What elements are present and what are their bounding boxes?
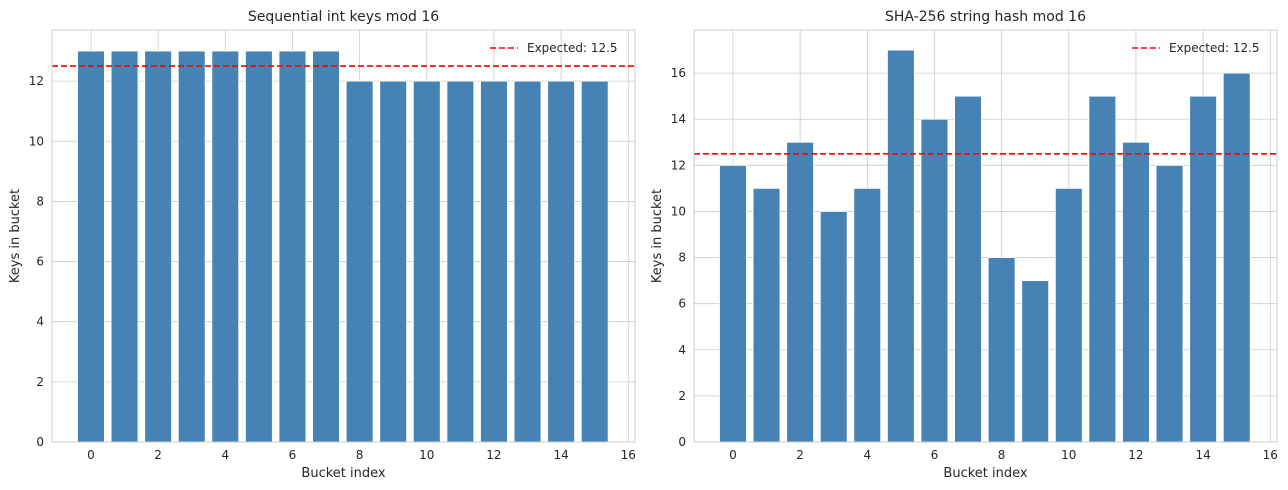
y-tick-label: 16	[671, 66, 686, 80]
y-tick-label: 2	[36, 375, 44, 389]
x-axis-label: Bucket index	[301, 466, 385, 481]
bar	[752, 187, 781, 443]
bar	[819, 211, 848, 443]
x-tick-label: 0	[729, 448, 737, 462]
bar	[278, 50, 307, 443]
bar	[1189, 95, 1217, 443]
legend-label: Expected: 12.5	[527, 41, 618, 55]
y-tick-label: 0	[678, 435, 686, 449]
bar	[379, 80, 408, 443]
axes-frame	[51, 29, 636, 443]
x-tick-label: 14	[553, 448, 568, 462]
bar	[480, 80, 508, 443]
bar	[211, 50, 240, 443]
bar	[1021, 280, 1050, 443]
y-tick-label: 4	[678, 343, 686, 357]
bar	[446, 80, 475, 443]
bar	[1122, 141, 1150, 443]
x-tick-label: 8	[356, 448, 364, 462]
y-tick-label: 2	[678, 389, 686, 403]
y-tick-label: 10	[671, 204, 686, 218]
x-tick-label: 10	[419, 448, 434, 462]
x-tick-label: 8	[998, 448, 1006, 462]
bar	[853, 187, 882, 443]
bar	[110, 50, 139, 443]
y-tick-label: 14	[671, 112, 686, 126]
x-tick-label: 16	[1263, 448, 1278, 462]
bar	[786, 141, 814, 443]
y-tick-label: 8	[36, 194, 44, 208]
y-axis-label: Keys in bucket	[8, 189, 23, 283]
x-tick-label: 0	[87, 448, 95, 462]
axes-frame	[693, 29, 1278, 443]
y-tick-label: 12	[671, 158, 686, 172]
legend-label: Expected: 12.5	[1169, 41, 1260, 55]
y-tick-label: 12	[29, 74, 44, 88]
bar	[177, 50, 206, 443]
bar	[920, 118, 949, 443]
bar	[887, 49, 915, 443]
x-tick-label: 2	[796, 448, 804, 462]
subplot-0: 0 2 4 6 8 10 12 14 16 0 2 4 6 8 10 12 Sequential int key…	[8, 9, 636, 481]
y-tick-label: 0	[36, 435, 44, 449]
x-tick-label: 6	[931, 448, 939, 462]
x-tick-label: 6	[289, 448, 297, 462]
y-tick-label: 8	[678, 251, 686, 265]
bar	[1222, 72, 1251, 443]
bar	[245, 50, 273, 443]
y-tick-label: 10	[29, 134, 44, 148]
bar	[954, 95, 982, 443]
bar	[144, 50, 172, 443]
x-tick-label: 16	[621, 448, 636, 462]
bar	[312, 50, 340, 443]
subplot-1: 0 2 4 6 8 10 12 14 16 0 2 4 6 8 10 12 14 16 SHA-256 string…	[650, 9, 1278, 481]
bar	[513, 80, 542, 443]
bar	[412, 80, 441, 443]
bar	[77, 50, 105, 443]
chart-title: Sequential int keys mod 16	[248, 9, 439, 25]
chart-title: SHA-256 string hash mod 16	[885, 9, 1086, 25]
y-tick-label: 6	[678, 297, 686, 311]
y-axis-label: Keys in bucket	[650, 189, 665, 283]
bar	[1054, 187, 1083, 443]
y-tick-label: 6	[36, 255, 44, 269]
bar	[345, 80, 374, 443]
bar	[580, 80, 609, 443]
x-tick-label: 4	[863, 448, 871, 462]
x-axis-label: Bucket index	[943, 466, 1027, 481]
x-tick-label: 10	[1061, 448, 1076, 462]
x-tick-label: 14	[1195, 448, 1210, 462]
bar	[547, 80, 575, 443]
x-tick-label: 12	[486, 448, 501, 462]
bar	[987, 257, 1016, 443]
x-tick-label: 4	[221, 448, 229, 462]
x-tick-label: 12	[1128, 448, 1143, 462]
bar	[1088, 95, 1117, 443]
bar	[719, 164, 747, 443]
y-tick-label: 4	[36, 315, 44, 329]
bar	[1155, 164, 1184, 443]
x-tick-label: 2	[154, 448, 162, 462]
